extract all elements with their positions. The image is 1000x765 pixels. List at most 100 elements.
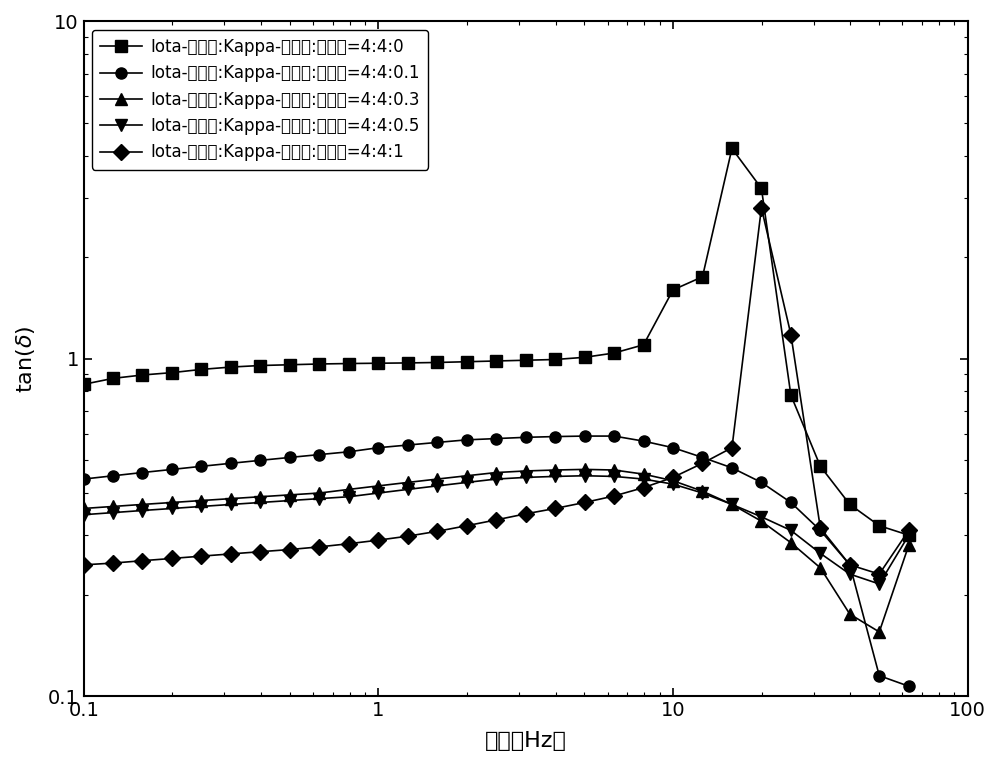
Iota-卡拉胶:Kappa-卡拉胶:丙氨酸=4:4:0 bbox=[814, 462, 826, 471]
Iota-卡拉胶:Kappa-卡拉胶:丙氨酸=4:4:0 bbox=[667, 285, 679, 295]
Iota-卡拉胶:Kappa-卡拉胶:丙氨酸=4:4:0.1 bbox=[638, 437, 650, 446]
Iota-卡拉胶:Kappa-卡拉胶:丙氨酸=4:4:0 bbox=[520, 356, 532, 365]
Iota-卡拉胶:Kappa-卡拉胶:丙氨酸=4:4:0.3 bbox=[696, 487, 708, 496]
Iota-卡拉胶:Kappa-卡拉胶:丙氨酸=4:4:0.5 bbox=[107, 508, 119, 517]
Iota-卡拉胶:Kappa-卡拉胶:丙氨酸=4:4:0 bbox=[461, 357, 473, 366]
Iota-卡拉胶:Kappa-卡拉胶:丙氨酸=4:4:0.1 bbox=[461, 435, 473, 444]
Iota-卡拉胶:Kappa-卡拉胶:丙氨酸=4:4:1 bbox=[402, 532, 414, 541]
Iota-卡拉胶:Kappa-卡拉胶:丙氨酸=4:4:0 bbox=[638, 340, 650, 350]
Iota-卡拉胶:Kappa-卡拉胶:丙氨酸=4:4:0 bbox=[343, 359, 355, 368]
Iota-卡拉胶:Kappa-卡拉胶:丙氨酸=4:4:0.5 bbox=[873, 579, 885, 588]
Iota-卡拉胶:Kappa-卡拉胶:丙氨酸=4:4:0.3 bbox=[638, 470, 650, 479]
Iota-卡拉胶:Kappa-卡拉胶:丙氨酸=4:4:0.1 bbox=[490, 434, 502, 443]
Iota-卡拉胶:Kappa-卡拉胶:丙氨酸=4:4:0.5 bbox=[313, 494, 325, 503]
Iota-卡拉胶:Kappa-卡拉胶:丙氨酸=4:4:0.3 bbox=[549, 465, 561, 474]
Iota-卡拉胶:Kappa-卡拉胶:丙氨酸=4:4:0.1 bbox=[343, 448, 355, 457]
Iota-卡拉胶:Kappa-卡拉胶:丙氨酸=4:4:0 bbox=[873, 521, 885, 530]
Iota-卡拉胶:Kappa-卡拉胶:丙氨酸=4:4:0.1 bbox=[107, 471, 119, 480]
Iota-卡拉胶:Kappa-卡拉胶:丙氨酸=4:4:1 bbox=[78, 560, 90, 569]
Iota-卡拉胶:Kappa-卡拉胶:丙氨酸=4:4:0.1 bbox=[814, 526, 826, 535]
Iota-卡拉胶:Kappa-卡拉胶:丙氨酸=4:4:0.1 bbox=[549, 432, 561, 441]
Iota-卡拉胶:Kappa-卡拉胶:丙氨酸=4:4:1 bbox=[814, 523, 826, 532]
Iota-卡拉胶:Kappa-卡拉胶:丙氨酸=4:4:0.1 bbox=[284, 453, 296, 462]
Iota-卡拉胶:Kappa-卡拉胶:丙氨酸=4:4:0.5 bbox=[549, 472, 561, 481]
Iota-卡拉胶:Kappa-卡拉胶:丙氨酸=4:4:0.5 bbox=[166, 504, 178, 513]
Iota-卡拉胶:Kappa-卡拉胶:丙氨酸=4:4:0.3 bbox=[461, 471, 473, 480]
Iota-卡拉胶:Kappa-卡拉胶:丙氨酸=4:4:0.3 bbox=[755, 516, 767, 526]
Iota-卡拉胶:Kappa-卡拉胶:丙氨酸=4:4:0.3 bbox=[225, 494, 237, 503]
Iota-卡拉胶:Kappa-卡拉胶:丙氨酸=4:4:0 bbox=[903, 531, 915, 540]
Iota-卡拉胶:Kappa-卡拉胶:丙氨酸=4:4:0.1 bbox=[254, 456, 266, 465]
Iota-卡拉胶:Kappa-卡拉胶:丙氨酸=4:4:0 bbox=[284, 360, 296, 369]
Iota-卡拉胶:Kappa-卡拉胶:丙氨酸=4:4:0.3 bbox=[667, 476, 679, 485]
Iota-卡拉胶:Kappa-卡拉胶:丙氨酸=4:4:0 bbox=[755, 184, 767, 193]
Iota-卡拉胶:Kappa-卡拉胶:丙氨酸=4:4:1 bbox=[549, 504, 561, 513]
Iota-卡拉胶:Kappa-卡拉胶:丙氨酸=4:4:0.3 bbox=[608, 465, 620, 474]
Iota-卡拉胶:Kappa-卡拉胶:丙氨酸=4:4:0.5 bbox=[814, 549, 826, 558]
Iota-卡拉胶:Kappa-卡拉胶:丙氨酸=4:4:0 bbox=[225, 363, 237, 372]
Iota-卡拉胶:Kappa-卡拉胶:丙氨酸=4:4:0.1 bbox=[844, 560, 856, 569]
Iota-卡拉胶:Kappa-卡拉胶:丙氨酸=4:4:0.1 bbox=[431, 438, 443, 447]
Iota-卡拉胶:Kappa-卡拉胶:丙氨酸=4:4:0.5 bbox=[136, 506, 148, 515]
Iota-卡拉胶:Kappa-卡拉胶:丙氨酸=4:4:0.3 bbox=[195, 496, 207, 505]
Iota-卡拉胶:Kappa-卡拉胶:丙氨酸=4:4:0.1 bbox=[166, 465, 178, 474]
Iota-卡拉胶:Kappa-卡拉胶:丙氨酸=4:4:1 bbox=[431, 527, 443, 536]
Iota-卡拉胶:Kappa-卡拉胶:丙氨酸=4:4:0.3 bbox=[254, 492, 266, 501]
Iota-卡拉胶:Kappa-卡拉胶:丙氨酸=4:4:1 bbox=[284, 545, 296, 554]
Line: Iota-卡拉胶:Kappa-卡拉胶:丙氨酸=4:4:0.1: Iota-卡拉胶:Kappa-卡拉胶:丙氨酸=4:4:0.1 bbox=[78, 431, 914, 692]
Iota-卡拉胶:Kappa-卡拉胶:丙氨酸=4:4:0 bbox=[608, 348, 620, 357]
Iota-卡拉胶:Kappa-卡拉胶:丙氨酸=4:4:0 bbox=[166, 368, 178, 377]
Iota-卡拉胶:Kappa-卡拉胶:丙氨酸=4:4:0.5 bbox=[844, 569, 856, 578]
Iota-卡拉胶:Kappa-卡拉胶:丙氨酸=4:4:1 bbox=[844, 560, 856, 569]
Iota-卡拉胶:Kappa-卡拉胶:丙氨酸=4:4:0.5 bbox=[667, 480, 679, 489]
Iota-卡拉胶:Kappa-卡拉胶:丙氨酸=4:4:0.3 bbox=[372, 481, 384, 490]
Iota-卡拉胶:Kappa-卡拉胶:丙氨酸=4:4:0.3 bbox=[873, 627, 885, 636]
Iota-卡拉胶:Kappa-卡拉胶:丙氨酸=4:4:0.5 bbox=[343, 492, 355, 501]
Iota-卡拉胶:Kappa-卡拉胶:丙氨酸=4:4:0.5 bbox=[431, 481, 443, 490]
Iota-卡拉胶:Kappa-卡拉胶:丙氨酸=4:4:0.3 bbox=[136, 500, 148, 509]
Iota-卡拉胶:Kappa-卡拉胶:丙氨酸=4:4:0 bbox=[549, 355, 561, 364]
Iota-卡拉胶:Kappa-卡拉胶:丙氨酸=4:4:1 bbox=[225, 549, 237, 558]
Iota-卡拉胶:Kappa-卡拉胶:丙氨酸=4:4:0.1 bbox=[402, 441, 414, 450]
Iota-卡拉胶:Kappa-卡拉胶:丙氨酸=4:4:0.5 bbox=[284, 496, 296, 505]
Iota-卡拉胶:Kappa-卡拉胶:丙氨酸=4:4:0.5 bbox=[372, 488, 384, 497]
Iota-卡拉胶:Kappa-卡拉胶:丙氨酸=4:4:0.3 bbox=[726, 500, 738, 509]
Iota-卡拉胶:Kappa-卡拉胶:丙氨酸=4:4:0.5 bbox=[638, 474, 650, 483]
Iota-卡拉胶:Kappa-卡拉胶:丙氨酸=4:4:0.1 bbox=[579, 431, 591, 441]
Iota-卡拉胶:Kappa-卡拉胶:丙氨酸=4:4:0.1 bbox=[313, 450, 325, 459]
Iota-卡拉胶:Kappa-卡拉胶:丙氨酸=4:4:0 bbox=[696, 272, 708, 282]
Iota-卡拉胶:Kappa-卡拉胶:丙氨酸=4:4:0 bbox=[372, 359, 384, 368]
Iota-卡拉胶:Kappa-卡拉胶:丙氨酸=4:4:0.3 bbox=[78, 504, 90, 513]
Iota-卡拉胶:Kappa-卡拉胶:丙氨酸=4:4:0 bbox=[431, 358, 443, 367]
Iota-卡拉胶:Kappa-卡拉胶:丙氨酸=4:4:1 bbox=[313, 542, 325, 552]
Iota-卡拉胶:Kappa-卡拉胶:丙氨酸=4:4:0.1 bbox=[372, 443, 384, 452]
Iota-卡拉胶:Kappa-卡拉胶:丙氨酸=4:4:0.1 bbox=[225, 459, 237, 468]
Iota-卡拉胶:Kappa-卡拉胶:丙氨酸=4:4:0.3 bbox=[431, 474, 443, 483]
Iota-卡拉胶:Kappa-卡拉胶:丙氨酸=4:4:0.3 bbox=[166, 498, 178, 507]
Iota-卡拉胶:Kappa-卡拉胶:丙氨酸=4:4:0.5 bbox=[520, 473, 532, 482]
Iota-卡拉胶:Kappa-卡拉胶:丙氨酸=4:4:0.3 bbox=[903, 541, 915, 550]
Iota-卡拉胶:Kappa-卡拉胶:丙氨酸=4:4:0.1 bbox=[755, 478, 767, 487]
Iota-卡拉胶:Kappa-卡拉胶:丙氨酸=4:4:0 bbox=[844, 500, 856, 509]
Iota-卡拉胶:Kappa-卡拉胶:丙氨酸=4:4:1 bbox=[608, 491, 620, 500]
Iota-卡拉胶:Kappa-卡拉胶:丙氨酸=4:4:0 bbox=[107, 374, 119, 383]
Iota-卡拉胶:Kappa-卡拉胶:丙氨酸=4:4:0.3 bbox=[402, 478, 414, 487]
Iota-卡拉胶:Kappa-卡拉胶:丙氨酸=4:4:0 bbox=[254, 361, 266, 370]
Iota-卡拉胶:Kappa-卡拉胶:丙氨酸=4:4:0.1 bbox=[78, 474, 90, 483]
Iota-卡拉胶:Kappa-卡拉胶:丙氨酸=4:4:1 bbox=[136, 556, 148, 565]
Iota-卡拉胶:Kappa-卡拉胶:丙氨酸=4:4:1 bbox=[755, 203, 767, 213]
X-axis label: 频率（Hz）: 频率（Hz） bbox=[485, 731, 567, 751]
Iota-卡拉胶:Kappa-卡拉胶:丙氨酸=4:4:1 bbox=[579, 498, 591, 507]
Iota-卡拉胶:Kappa-卡拉胶:丙氨酸=4:4:0 bbox=[785, 391, 797, 400]
Iota-卡拉胶:Kappa-卡拉胶:丙氨酸=4:4:0.3 bbox=[814, 563, 826, 572]
Iota-卡拉胶:Kappa-卡拉胶:丙氨酸=4:4:0.1 bbox=[785, 498, 797, 507]
Iota-卡拉胶:Kappa-卡拉胶:丙氨酸=4:4:1 bbox=[343, 539, 355, 549]
Iota-卡拉胶:Kappa-卡拉胶:丙氨酸=4:4:0.5 bbox=[579, 471, 591, 480]
Iota-卡拉胶:Kappa-卡拉胶:丙氨酸=4:4:1 bbox=[520, 509, 532, 519]
Iota-卡拉胶:Kappa-卡拉胶:丙氨酸=4:4:1 bbox=[107, 558, 119, 568]
Iota-卡拉胶:Kappa-卡拉胶:丙氨酸=4:4:0.1 bbox=[696, 453, 708, 462]
Iota-卡拉胶:Kappa-卡拉胶:丙氨酸=4:4:1 bbox=[638, 483, 650, 492]
Iota-卡拉胶:Kappa-卡拉胶:丙氨酸=4:4:0.5 bbox=[461, 478, 473, 487]
Iota-卡拉胶:Kappa-卡拉胶:丙氨酸=4:4:0.5 bbox=[402, 485, 414, 494]
Iota-卡拉胶:Kappa-卡拉胶:丙氨酸=4:4:0.5 bbox=[195, 502, 207, 511]
